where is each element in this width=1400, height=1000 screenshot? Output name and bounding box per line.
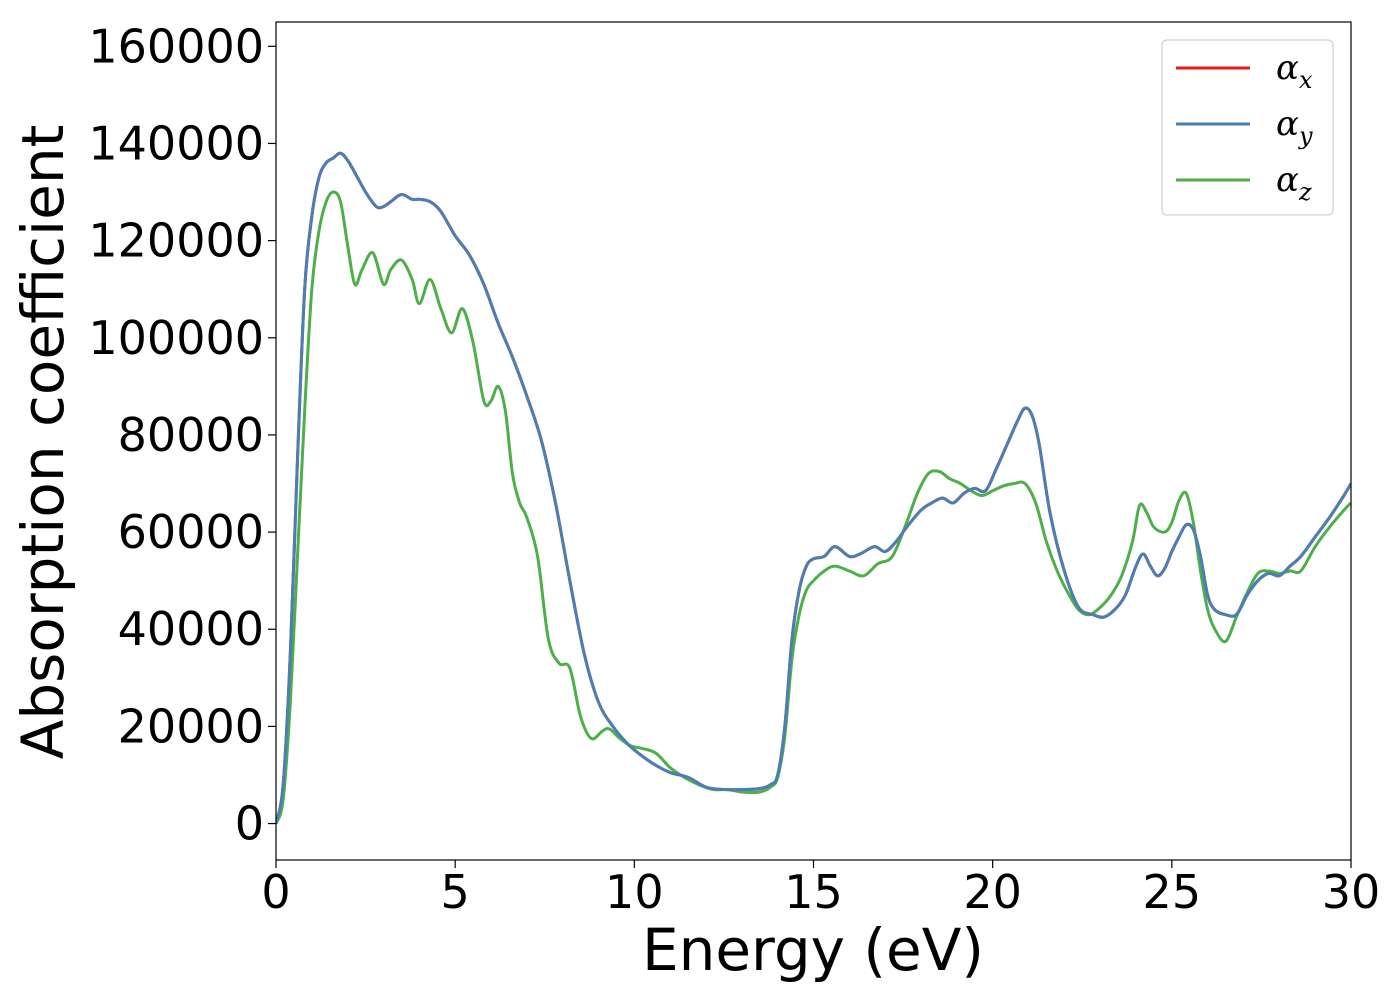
y-axis-title: Absorption coefficient	[9, 125, 77, 760]
y-tick-label: 40000	[118, 602, 264, 656]
series-line-z	[276, 190, 1351, 825]
x-tick-label: 15	[784, 865, 843, 919]
legend: αx αy αz	[1161, 39, 1334, 216]
y-tick-label: 80000	[118, 408, 264, 462]
legend-label-y: αy	[1276, 104, 1313, 150]
x-tick-label: 25	[1143, 865, 1202, 919]
x-tick-label: 5	[441, 865, 470, 919]
x-tick-label: 30	[1322, 865, 1381, 919]
series-layer	[276, 151, 1351, 825]
x-axis-title: Energy (eV)	[642, 916, 984, 984]
axes-layer: 0 5 10 15 20 25 30 0 20000 40000 60000 80000 100000 1…	[88, 19, 1380, 919]
y-tick-label: 100000	[88, 311, 264, 365]
x-tick-label: 20	[963, 865, 1022, 919]
legend-label-x: αx	[1276, 48, 1313, 94]
legend-box	[1161, 39, 1334, 216]
legend-label-z: αz	[1276, 160, 1312, 206]
series-line-y	[276, 151, 1351, 824]
y-tick-label: 60000	[118, 505, 264, 559]
series-line-x	[276, 151, 1351, 824]
x-tick-label: 10	[605, 865, 664, 919]
y-tick-label: 0	[235, 797, 264, 851]
y-tick-label: 140000	[88, 116, 264, 170]
y-tick-label: 160000	[88, 19, 264, 73]
y-tick-label: 120000	[88, 214, 264, 268]
x-tick-label: 0	[261, 865, 290, 919]
y-tick-label: 20000	[118, 699, 264, 753]
